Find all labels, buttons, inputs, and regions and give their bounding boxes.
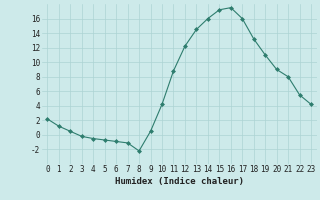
X-axis label: Humidex (Indice chaleur): Humidex (Indice chaleur)	[115, 177, 244, 186]
